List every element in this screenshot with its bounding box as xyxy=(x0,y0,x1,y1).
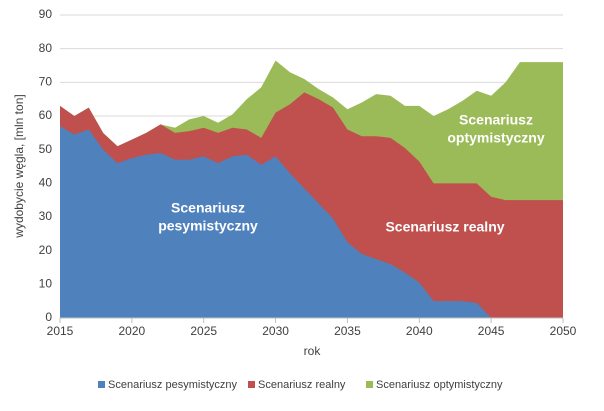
y-tick-label: 60 xyxy=(39,108,53,122)
legend-label: Scenariusz pesymistyczny xyxy=(108,379,237,391)
y-tick-label: 20 xyxy=(39,243,53,257)
x-tick-label: 2020 xyxy=(119,324,146,338)
area xyxy=(60,126,563,318)
y-tick-label: 80 xyxy=(39,41,53,55)
x-tick-label: 2025 xyxy=(190,324,217,338)
x-tick-label: 2015 xyxy=(47,324,74,338)
y-axis-label: wydobycie węgla, [mln ton] xyxy=(12,94,26,238)
y-tick-label: 0 xyxy=(45,310,52,324)
legend-label: Scenariusz optymistyczny xyxy=(376,379,503,391)
annotation: Scenariusz realny xyxy=(385,219,504,235)
x-tick-label: 2030 xyxy=(262,324,289,338)
x-tick-label: 2035 xyxy=(334,324,361,338)
annotation: Scenariusz xyxy=(459,112,533,128)
y-tick-label: 30 xyxy=(39,209,53,223)
annotation: optymistyczny xyxy=(447,130,544,146)
x-tick-label: 2040 xyxy=(406,324,433,338)
y-tick-label: 70 xyxy=(39,75,53,89)
y-tick-label: 10 xyxy=(39,277,53,291)
legend-swatch xyxy=(248,381,255,388)
legend-swatch xyxy=(366,381,373,388)
legend-label: Scenariusz realny xyxy=(258,379,346,391)
x-tick-label: 2045 xyxy=(478,324,505,338)
y-tick-label: 40 xyxy=(39,176,53,190)
legend-swatch xyxy=(98,381,105,388)
x-tick-label: 2050 xyxy=(550,324,577,338)
annotation: Scenariusz xyxy=(171,200,245,216)
x-axis-label: rok xyxy=(304,344,322,358)
annotation: pesymistyczny xyxy=(158,218,258,234)
y-tick-label: 90 xyxy=(39,7,53,21)
y-tick-label: 50 xyxy=(39,142,53,156)
